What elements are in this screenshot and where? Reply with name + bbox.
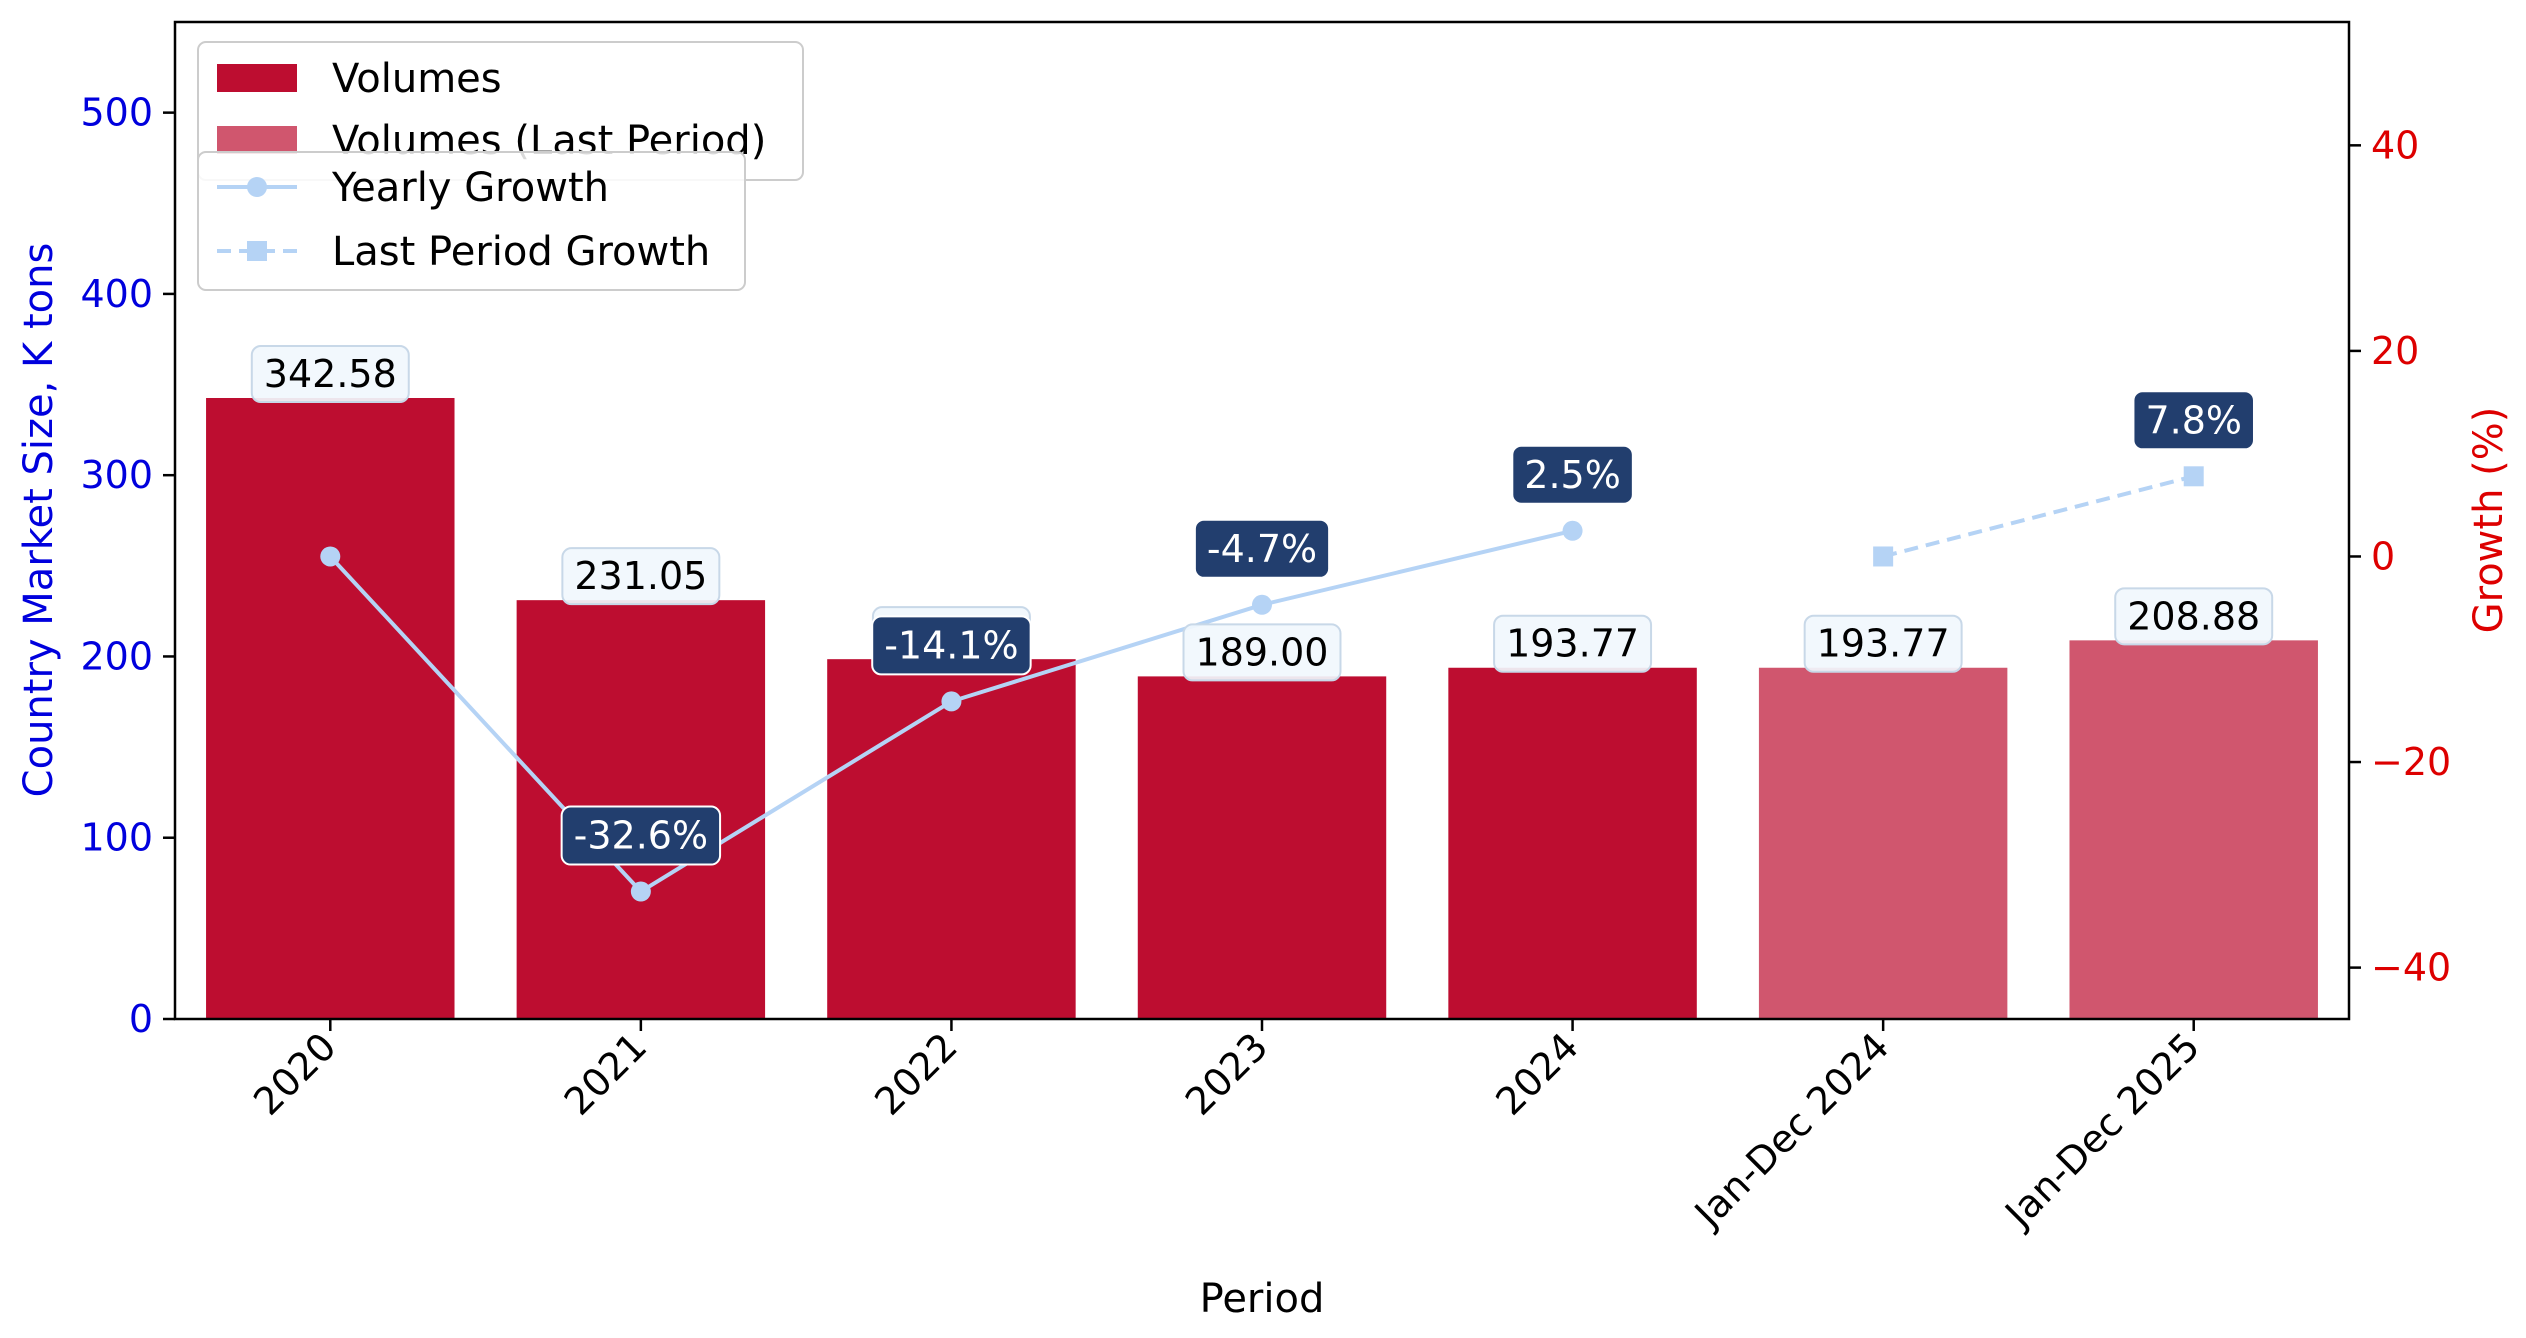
value-label-box-2021 [561, 547, 721, 606]
x-tick-label-2022: 2022 [866, 1024, 966, 1124]
value-label-2020: 342.58 [250, 344, 410, 403]
legend-label-volumes: Volumes [332, 56, 502, 102]
x-tick-label-2021: 2021 [556, 1024, 656, 1124]
x-tick-label-2023: 2023 [1177, 1024, 1277, 1124]
x-tick-label-jan-dec-2024: Jan-Dec 2024 [1685, 1024, 1898, 1237]
bar-volumes-last-period-jan-dec-2025 [2069, 640, 2318, 1019]
y2-tick-label-0: 0 [2371, 534, 2395, 578]
x-tick-label-2024: 2024 [1487, 1024, 1587, 1124]
legend-label-yearly-growth: Yearly Growth [331, 165, 609, 211]
growth-label-2023: -4.7% [1193, 518, 1331, 579]
marker-yearly-growth-2021 [630, 881, 651, 902]
y-tick-label-100: 100 [80, 816, 153, 860]
bar-volumes-2022 [827, 659, 1076, 1019]
growth-label-box-2023 [1193, 518, 1331, 579]
legend-marker-last-period-growth [247, 241, 267, 261]
x-tick-label-2020: 2020 [245, 1024, 345, 1124]
bar-volumes-2020 [206, 397, 455, 1020]
y-axis-left: 0 100 200 300 400 500 [80, 91, 175, 1041]
growth-label-text-2022: -14.1% [884, 623, 1018, 667]
legend-lines-frame [197, 151, 746, 291]
growth-label-box-2024 [1511, 444, 1634, 505]
value-label-text-2023: 189.00 [1196, 630, 1329, 674]
y-tick-label-0: 0 [129, 997, 153, 1041]
y-tick-label-200: 200 [80, 634, 153, 678]
growth-label-box-jan-dec-2025 [2132, 390, 2255, 451]
x-tick-label-jan-dec-2025: Jan-Dec 2025 [1996, 1024, 2209, 1237]
value-label-text-2024: 193.77 [1506, 622, 1639, 666]
value-label-2023: 189.00 [1182, 623, 1342, 682]
growth-label-text-2023: -4.7% [1207, 527, 1317, 571]
y2-tick-label-40: −40 [2371, 946, 2451, 990]
growth-label-jan-dec-2025: 7.8% [2132, 390, 2255, 451]
growth-label-2024: 2.5% [1511, 444, 1634, 505]
value-label-jan-dec-2025: 208.88 [2114, 587, 2274, 646]
y2-tick-label-40: 40 [2371, 123, 2419, 167]
legend-marker-yearly-growth [247, 177, 267, 197]
growth-label-2022: -14.1% [871, 615, 1032, 676]
bar-volumes-2024 [1448, 667, 1697, 1019]
value-label-box-jan-dec-2025 [2114, 587, 2274, 646]
bar-volumes-last-period-jan-dec-2024 [1758, 667, 2008, 1019]
y2-tick-label-20: −20 [2371, 740, 2451, 784]
growth-label-2021: -32.6% [560, 805, 722, 866]
legend-bars: Volumes Volumes (Last Period) [197, 41, 804, 181]
bar-volumes-2023 [1137, 676, 1387, 1019]
growth-label-box-2022 [871, 615, 1032, 676]
lines-layer [320, 466, 2204, 902]
marker-yearly-growth-2024 [1562, 520, 1583, 541]
value-label-box-2023 [1182, 623, 1342, 682]
growth-label-text-2024: 2.5% [1524, 453, 1621, 497]
y2-axis-title: Growth (%) [2466, 407, 2512, 634]
growth-label-text-jan-dec-2025: 7.8% [2145, 398, 2242, 442]
legend-swatch-volumes [217, 64, 297, 92]
growth-label-text-2021: -32.6% [574, 814, 708, 858]
marker-last-period-growth-jan-dec-2025 [2183, 466, 2204, 487]
legend-swatch-volumes-last-period [217, 126, 297, 154]
value-label-box-2024 [1493, 614, 1653, 673]
legend-lines: Yearly Growth Last Period Growth [197, 151, 746, 291]
value-label-2021: 231.05 [561, 547, 721, 606]
value-label-text-jan-dec-2025: 208.88 [2127, 594, 2260, 638]
y-tick-label-500: 500 [80, 91, 153, 135]
bars-layer [206, 397, 2318, 1020]
value-label-box-jan-dec-2024 [1803, 614, 1963, 673]
value-label-text-jan-dec-2024: 193.77 [1817, 622, 1950, 666]
growth-label-box-2021 [560, 805, 722, 866]
marker-last-period-growth-jan-dec-2024 [1873, 546, 1894, 567]
value-label-text-2021: 231.05 [574, 554, 707, 598]
line-last-period-growth [1882, 474, 2195, 559]
marker-yearly-growth-2022 [941, 691, 962, 712]
y2-tick-label-20: 20 [2371, 329, 2419, 373]
y-axis-right: −40 −20 0 20 40 [2349, 123, 2451, 990]
x-axis: 2020 2021 2022 2023 2024 Jan-Dec 2024 Jan-Dec … [245, 1019, 2208, 1237]
legend-label-last-period-growth: Last Period Growth [332, 229, 710, 275]
x-axis-title: Period [1200, 1276, 1325, 1322]
value-label-2024: 193.77 [1493, 614, 1653, 673]
growth-labels-layer: -32.6% -14.1% -4.7% 2.5% 7.8% [560, 390, 2255, 866]
marker-yearly-growth-2023 [1252, 594, 1272, 615]
y-tick-label-300: 300 [80, 453, 153, 497]
y-tick-label-400: 400 [80, 272, 153, 316]
value-label-text-2020: 342.58 [264, 352, 397, 396]
marker-yearly-growth-2020 [320, 546, 341, 567]
y-axis-title: Country Market Size, K tons [16, 243, 62, 798]
value-label-jan-dec-2024: 193.77 [1803, 614, 1963, 673]
value-label-box-2020 [250, 344, 410, 403]
